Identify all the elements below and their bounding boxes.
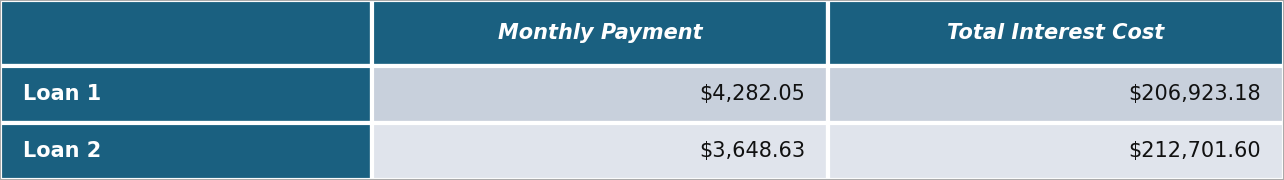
Text: Total Interest Cost: Total Interest Cost	[948, 23, 1165, 43]
Text: Loan 1: Loan 1	[23, 84, 101, 104]
Bar	[372, 0, 828, 66]
Bar	[828, 123, 1284, 180]
Text: Monthly Payment: Monthly Payment	[498, 23, 702, 43]
Text: $206,923.18: $206,923.18	[1129, 84, 1261, 104]
Bar	[0, 123, 372, 180]
Text: Loan 2: Loan 2	[23, 141, 101, 161]
Bar	[828, 66, 1284, 123]
Text: $4,282.05: $4,282.05	[700, 84, 805, 104]
Bar	[0, 0, 372, 66]
Text: $212,701.60: $212,701.60	[1129, 141, 1261, 161]
Bar	[828, 0, 1284, 66]
Bar	[0, 66, 372, 123]
Bar	[372, 123, 828, 180]
Bar	[372, 66, 828, 123]
Text: $3,648.63: $3,648.63	[698, 141, 805, 161]
